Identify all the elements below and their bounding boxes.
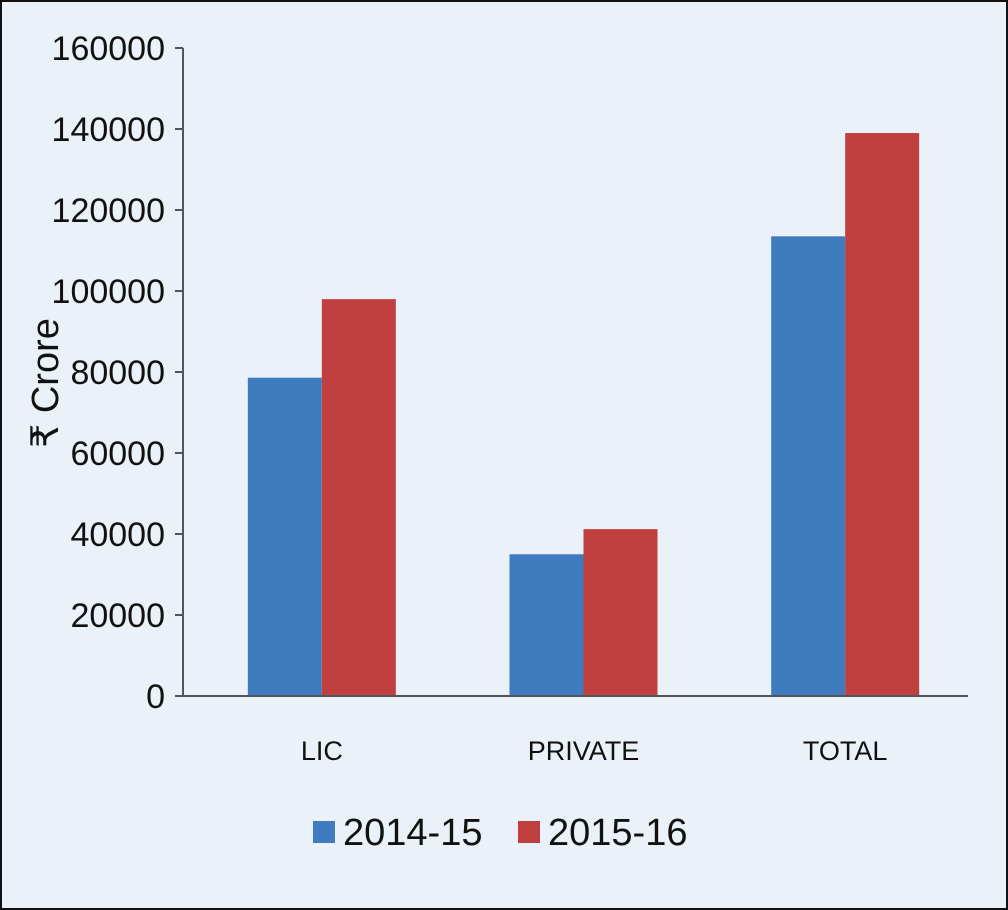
legend: 2014-15 2015-16: [313, 812, 687, 854]
legend-label: 2015-16: [548, 812, 687, 854]
bar-private-2015-16: [583, 529, 658, 696]
bar-lic-2014-15: [247, 377, 322, 696]
y-axis-ticks: 0 20000 40000 60000 80000 100000 120000 140000 1…: [52, 30, 183, 716]
x-category-label: PRIVATE: [528, 736, 640, 766]
y-tick-label: 40000: [70, 516, 165, 554]
y-tick-label: 100000: [52, 273, 165, 311]
legend-swatch: [313, 821, 335, 843]
bar-private-2014-15: [509, 554, 584, 696]
y-axis-label: ₹ Crore: [25, 318, 67, 448]
bar-lic-2015-16: [321, 299, 396, 696]
x-axis-categories: LIC PRIVATE TOTAL: [301, 736, 888, 766]
y-tick-label: 60000: [70, 435, 165, 473]
y-tick-label: 0: [146, 678, 165, 716]
bars: [247, 133, 920, 697]
legend-swatch: [518, 821, 540, 843]
legend-label: 2014-15: [343, 812, 482, 854]
x-category-label: LIC: [301, 736, 343, 766]
y-tick-label: 80000: [70, 354, 165, 392]
y-tick-label: 120000: [52, 192, 165, 230]
y-tick-label: 160000: [52, 30, 165, 68]
bar-total-2014-15: [771, 236, 846, 696]
x-category-label: TOTAL: [803, 736, 888, 766]
bar-total-2015-16: [845, 133, 920, 697]
y-tick-label: 20000: [70, 597, 165, 635]
y-tick-label: 140000: [52, 111, 165, 149]
